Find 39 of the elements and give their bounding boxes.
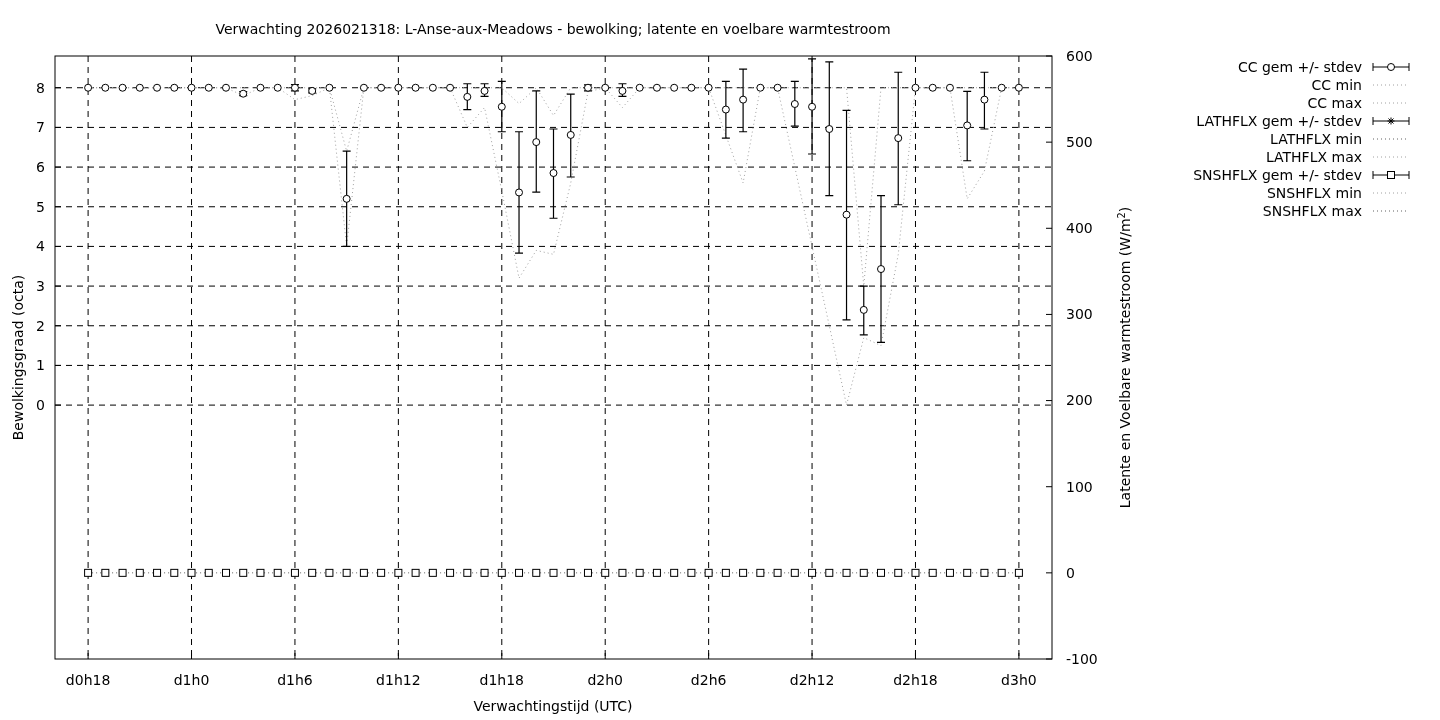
legend-label: CC max: [1307, 94, 1362, 111]
x-axis-title: Verwachtingstijd (UTC): [473, 698, 633, 714]
x-tick-label: d2h12: [789, 672, 835, 688]
legend-label: SNSHFLX max: [1262, 202, 1362, 219]
legend-label: SNSHFLX min: [1266, 184, 1362, 201]
y2-tick-label: 100: [1066, 478, 1093, 495]
x-tick-label: d1h0: [173, 672, 210, 688]
y-tick-label: 0: [36, 397, 45, 414]
y2-tick-label: 0: [1066, 564, 1075, 581]
y-tick-label: 7: [36, 119, 45, 136]
y-tick-label: 1: [36, 357, 45, 374]
legend-label: LATHFLX gem +/- stdev: [1196, 112, 1362, 129]
y-tick-label: 4: [36, 238, 46, 255]
x-tick-label: d2h18: [893, 672, 938, 688]
y2-tick-label: 200: [1066, 392, 1093, 409]
legend-label: CC min: [1311, 76, 1362, 93]
legend-label: LATHFLX min: [1270, 130, 1362, 147]
x-tick-label: d1h6: [277, 672, 313, 688]
chart-title: Verwachting 2026021318: L-Anse-aux-Meadows - bewolking; latente en voelbare warmtestroom: [215, 21, 891, 37]
y2-tick-label: 300: [1066, 306, 1093, 323]
y-tick-label: 2: [36, 317, 45, 334]
y-tick-label: 5: [36, 198, 45, 215]
legend-label: SNSHFLX gem +/- stdev: [1193, 166, 1362, 183]
x-tick-label: d1h18: [479, 672, 525, 688]
y-axis-title: Bewolkingsgraad (octa): [10, 274, 26, 441]
y2-tick-label: 400: [1066, 220, 1093, 237]
y-tick-label: 3: [36, 277, 45, 294]
x-tick-label: d2h0: [587, 672, 623, 688]
y-tick-label: 8: [36, 79, 45, 96]
legend-label: LATHFLX max: [1265, 148, 1362, 165]
y2-tick-label: -100: [1066, 650, 1098, 667]
x-tick-label: d2h6: [690, 672, 727, 688]
y-tick-label: 6: [36, 158, 46, 175]
x-tick-label: d3h0: [1001, 672, 1037, 688]
y2-tick-label: 600: [1066, 47, 1093, 64]
x-tick-label: d1h12: [376, 672, 421, 688]
y2-tick-label: 500: [1066, 134, 1093, 151]
legend-label: CC gem +/- stdev: [1237, 58, 1362, 75]
x-tick-label: d0h18: [65, 672, 111, 688]
